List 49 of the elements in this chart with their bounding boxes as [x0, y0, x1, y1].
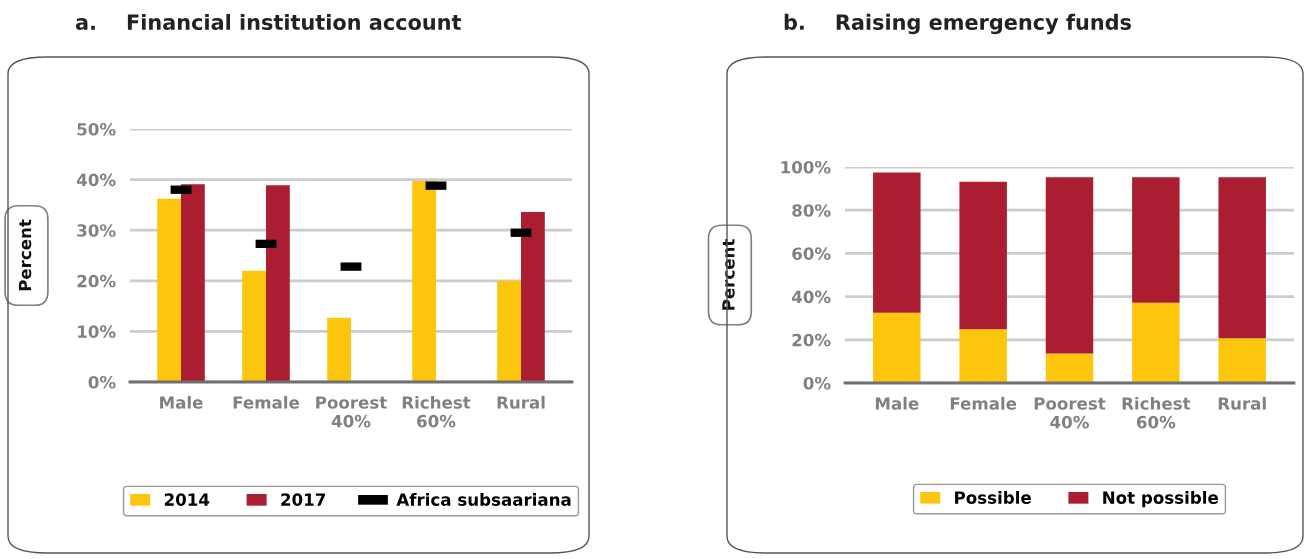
y-tick-label: 0%	[88, 375, 116, 389]
x-tick-label: Rural	[1218, 396, 1266, 410]
y-axis-title: Percent	[722, 239, 735, 310]
y-tick-label: 20%	[77, 274, 116, 288]
bar	[157, 198, 181, 382]
bar	[873, 172, 921, 313]
legend-label: 2017	[281, 493, 326, 506]
bar	[1045, 353, 1094, 383]
y-tick-label: 0%	[803, 376, 831, 390]
x-tick-label: Male	[875, 396, 919, 410]
x-tick-label: Male	[160, 395, 203, 409]
x-tick-label: Richest 60%	[402, 395, 471, 428]
y-tick-label: 80%	[792, 204, 831, 217]
x-tick-label: Rural	[497, 395, 545, 409]
y-tick-label: 30%	[77, 224, 116, 237]
x-tick-label: Female	[233, 395, 300, 409]
x-tick-label: Poorest 40%	[316, 396, 387, 428]
bar	[1218, 177, 1266, 339]
x-tick-label: Poorest 40%	[1034, 397, 1106, 429]
legend-label: 2014	[164, 493, 210, 506]
chart-title: b. Raising emergency funds	[784, 13, 1131, 35]
bar	[412, 181, 436, 382]
bar	[1132, 302, 1180, 383]
y-tick-label: 10%	[78, 325, 116, 338]
y-tick-label: 40%	[791, 290, 831, 304]
legend-label: Africa subsaariana	[396, 493, 571, 506]
bar	[1218, 338, 1266, 383]
bar	[181, 184, 205, 382]
legend-label: Not possible	[1103, 491, 1218, 508]
x-tick-label: Female	[950, 396, 1017, 410]
legend-label: Possible	[955, 491, 1031, 504]
bar	[873, 312, 921, 383]
bar	[327, 317, 351, 382]
bar	[266, 185, 290, 382]
y-tick-label: 100%	[781, 160, 831, 174]
bar	[497, 280, 521, 382]
chart-title: a. Financial institution account	[75, 13, 461, 31]
y-tick-label: 40%	[76, 173, 116, 187]
bar	[959, 181, 1007, 330]
y-tick-label: 60%	[792, 247, 831, 260]
bar	[959, 329, 1007, 383]
bar	[1045, 177, 1094, 354]
y-axis-title: Percent	[18, 219, 32, 291]
bar	[242, 270, 266, 382]
bar	[1132, 177, 1180, 303]
y-tick-label: 50%	[77, 122, 116, 136]
y-tick-label: 20%	[792, 333, 831, 347]
x-tick-label: Richest 60%	[1122, 396, 1191, 429]
bar	[521, 211, 545, 382]
